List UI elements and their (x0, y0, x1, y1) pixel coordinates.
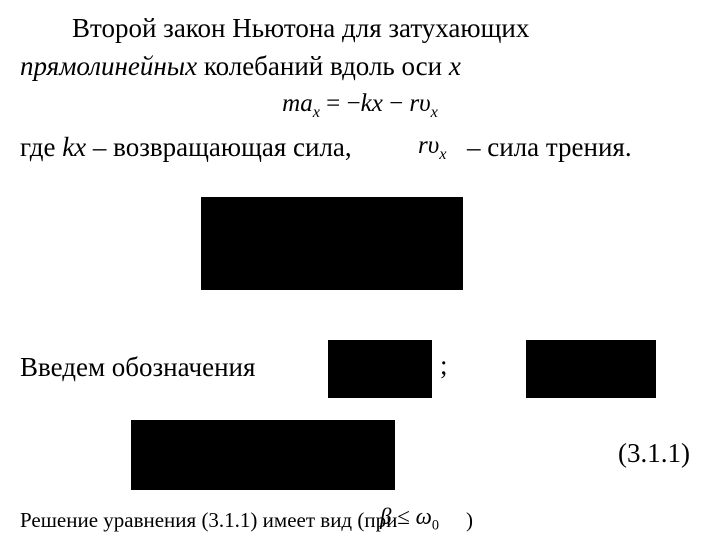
redacted-block-1 (201, 197, 463, 290)
where-rvx: rυx (418, 132, 446, 164)
eq-r: r (409, 90, 419, 117)
heading-italic-word: прямолинейных (20, 51, 197, 81)
eq-m: m (282, 90, 300, 117)
where-kx: kx (62, 132, 86, 162)
footer-math: β ≤ ω0 (380, 504, 439, 535)
redacted-small-2 (526, 340, 656, 398)
eq-v: υ (419, 90, 430, 117)
where-v: υ (428, 132, 439, 159)
main-equation: max = −kx − rυx (20, 90, 700, 122)
heading-line-2: прямолинейных колебаний вдоль оси x (20, 50, 700, 84)
equation-number: (3.1.1) (618, 438, 690, 469)
intro-row: Введем обозначения ; (20, 340, 700, 400)
eq-equals: = − (320, 90, 361, 117)
document-page: Второй закон Ньютона для затухающих прям… (0, 0, 720, 540)
intro-text: Введем обозначения (20, 352, 255, 383)
eq-v-sub: x (431, 103, 438, 121)
redacted-block-2 (131, 420, 395, 490)
eq-a-sub: x (313, 103, 320, 121)
heading-rest: колебаний вдоль оси (197, 51, 449, 81)
redacted-small-1 (328, 340, 432, 398)
where-suffix: – сила трения. (467, 132, 632, 163)
where-prefix: где (20, 132, 62, 162)
footer-text: Решение уравнения (3.1.1) имеет вид (при (20, 508, 397, 533)
intro-semicolon: ; (440, 350, 448, 381)
equation-row: (3.1.1) (0, 420, 720, 490)
eq-kx: kx (361, 90, 383, 117)
where-v-sub: x (439, 145, 446, 163)
footer-omega-sub: 0 (432, 518, 439, 534)
heading-line-1: Второй закон Ньютона для затухающих (72, 12, 700, 46)
where-left: где kx – возвращающая сила, (20, 132, 352, 163)
eq-minus: − (383, 90, 410, 117)
footer-beta: β (380, 504, 391, 529)
heading-axis: x (449, 51, 461, 81)
footer-close-paren: ) (466, 508, 473, 533)
where-r: r (418, 132, 428, 159)
where-dash: – возвращающая сила, (86, 132, 352, 162)
eq-a: a (300, 90, 313, 117)
where-line: где kx – возвращающая сила, rυx – сила т… (20, 132, 700, 166)
footer-rel: ≤ (391, 504, 415, 529)
footer-omega: ω (416, 504, 432, 529)
